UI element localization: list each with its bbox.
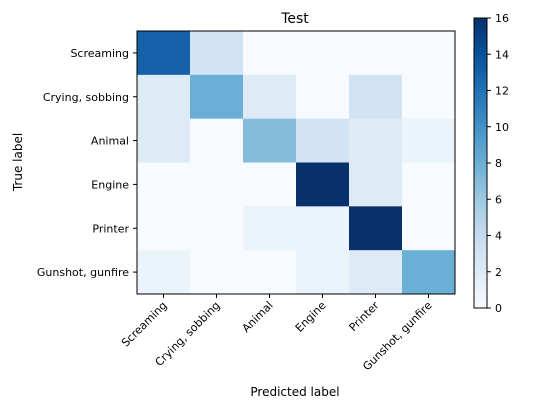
colorbar-tick-label: 6 [495, 193, 502, 206]
x-tick-label: Printer [347, 299, 382, 334]
heatmap-cell [296, 162, 350, 207]
colorbar-tick-label: 14 [495, 48, 509, 61]
y-tick-label: Gunshot, gunfire [37, 266, 129, 279]
chart-title: Test [280, 11, 309, 27]
heatmap-cell [296, 250, 350, 295]
heatmap-cell [296, 118, 350, 163]
y-axis-ticks: Screaming Crying, sobbing Animal Engine Prin… [37, 47, 137, 279]
colorbar-tick-label: 12 [495, 85, 509, 98]
heatmap-cell [190, 250, 244, 295]
heatmap-cell [137, 118, 191, 163]
heatmap-cell [243, 250, 297, 295]
heatmap-cell [190, 162, 244, 207]
colorbar [473, 17, 488, 309]
heatmap-cell [349, 162, 403, 207]
heatmap-cell [296, 31, 350, 76]
heatmap-cell [137, 250, 191, 295]
heatmap-cell [296, 74, 350, 120]
plot-frame [136, 30, 456, 295]
y-axis-label: True label [11, 133, 25, 192]
y-tick-label: Animal [91, 135, 129, 148]
heatmap-cell [349, 206, 403, 251]
colorbar-tick-label: 0 [495, 302, 502, 315]
x-tick-label: Screaming [119, 299, 170, 350]
heatmap-cell [349, 31, 403, 76]
heatmap-cell [243, 74, 297, 120]
heatmap-cells [137, 31, 456, 295]
heatmap-cell [402, 162, 456, 207]
y-tick-label: Screaming [70, 47, 129, 60]
colorbar-ticks: 0 2 4 6 8 10 12 14 16 [487, 12, 509, 315]
heatmap-cell [190, 206, 244, 251]
heatmap-cell [190, 31, 244, 76]
x-axis-label: Predicted label [250, 385, 339, 399]
heatmap-cell [243, 206, 297, 251]
y-tick-label: Printer [92, 222, 129, 235]
heatmap-cell [137, 162, 191, 207]
heatmap-cell [349, 250, 403, 295]
heatmap-cell [402, 118, 456, 163]
heatmap-cell [243, 31, 297, 76]
heatmap-cell [349, 118, 403, 163]
x-tick-label: Engine [293, 299, 329, 335]
y-tick-label: Engine [91, 178, 129, 191]
heatmap-cell [137, 31, 191, 76]
colorbar-tick-label: 10 [495, 121, 509, 134]
heatmap-cell [190, 118, 244, 163]
heatmap-cell [137, 74, 191, 120]
x-tick-label: Animal [240, 299, 276, 335]
colorbar-tick-label: 2 [495, 266, 502, 279]
heatmap-cell [402, 250, 456, 295]
heatmap-cell [349, 74, 403, 120]
heatmap-cell [190, 74, 244, 120]
heatmap-cell [402, 74, 456, 120]
heatmap-cell [296, 206, 350, 251]
colorbar-tick-label: 8 [495, 157, 502, 170]
colorbar-tick-label: 16 [495, 12, 509, 25]
heatmap-cell [402, 31, 456, 76]
heatmap-cell [243, 162, 297, 207]
heatmap-cell [243, 118, 297, 163]
heatmap-cell [402, 206, 456, 251]
heatmap-cell [137, 206, 191, 251]
colorbar-tick-label: 4 [495, 230, 502, 243]
y-tick-label: Crying, sobbing [43, 91, 129, 104]
